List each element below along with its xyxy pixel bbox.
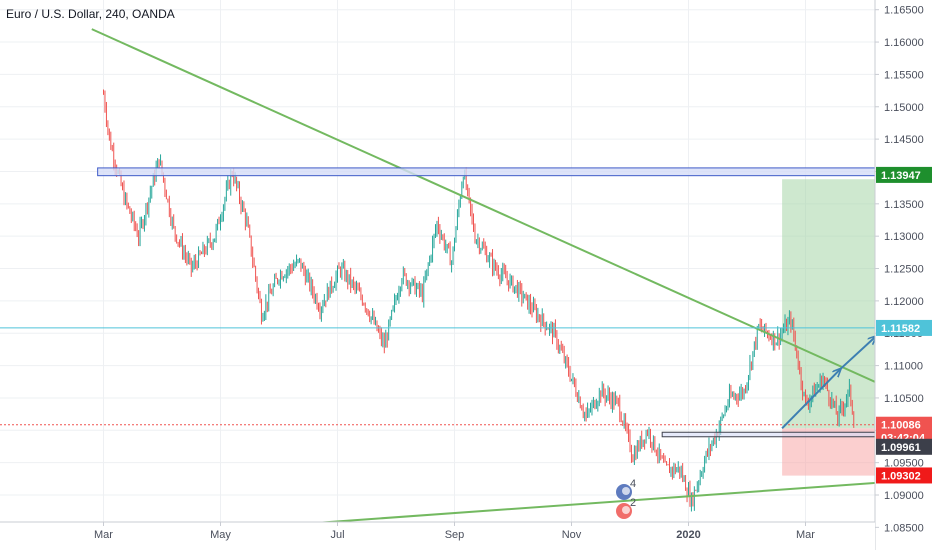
time-axis-bg xyxy=(0,522,875,550)
price-tick-label: 1.12500 xyxy=(884,264,924,276)
time-tick-label: Nov xyxy=(562,529,582,541)
price-tick-label: 1.11000 xyxy=(884,361,923,373)
forecast-arrow[interactable] xyxy=(839,336,876,370)
badge-count: 2 xyxy=(630,497,636,509)
price-tag-label: 1.11582 xyxy=(881,323,920,335)
time-axis: Mar May Jul Sep Nov 2020 Mar xyxy=(0,521,875,550)
price-tick-label: 1.16500 xyxy=(884,5,924,17)
price-tag: 1.09302 xyxy=(876,467,932,484)
chart-title: Euro / U.S. Dollar, 240, OANDA xyxy=(6,7,175,21)
price-tick-label: 1.14500 xyxy=(884,134,924,146)
time-tick-label: May xyxy=(210,529,231,541)
price-tag: 1.09961 xyxy=(876,438,932,455)
time-tick-label: Jul xyxy=(330,529,344,541)
forecast-arrow[interactable] xyxy=(781,369,841,430)
price-tick-label: 1.13500 xyxy=(884,199,924,211)
price-tick-label: 1.12000 xyxy=(884,296,924,308)
time-tick-label: 2020 xyxy=(676,529,700,541)
badge-glyph xyxy=(622,506,630,514)
price-axis: 1.165001.160001.155001.150001.145001.140… xyxy=(874,0,932,550)
time-tick-label: Mar xyxy=(796,529,815,541)
price-tick-label: 1.09500 xyxy=(884,458,924,470)
price-tag-bg xyxy=(876,416,932,433)
price-tick-label: 1.15000 xyxy=(884,102,924,114)
price-tag-bg xyxy=(876,467,932,484)
support-zone[interactable] xyxy=(661,431,932,438)
time-tick-label: Mar xyxy=(94,529,113,541)
price-tag: 1.11582 xyxy=(876,319,932,336)
badge-count: 4 xyxy=(630,478,636,490)
price-tick-label: 1.10500 xyxy=(884,393,924,405)
price-tag-bg xyxy=(876,166,932,183)
price-tag-label: 1.10086 xyxy=(881,420,921,432)
price-axis-bg xyxy=(875,0,932,550)
price-tag-label: 1.09961 xyxy=(881,442,921,454)
price-tag-bg xyxy=(876,438,932,455)
price-tag-label: 1.13947 xyxy=(881,170,921,182)
time-tick-label: Sep xyxy=(445,529,465,541)
price-tag: 1.10086 xyxy=(876,416,932,433)
comment-badge[interactable]: 2 xyxy=(616,497,636,519)
price-tick-label: 1.16000 xyxy=(884,37,924,49)
resistance-zone[interactable] xyxy=(97,167,932,177)
price-tag-label: 1.09302 xyxy=(881,470,921,482)
idea-badge[interactable]: 4 xyxy=(616,478,636,500)
price-tag: 1.13947 xyxy=(876,166,932,183)
price-tick-label: 1.08500 xyxy=(884,522,924,534)
price-tick-label: 1.13000 xyxy=(884,231,924,243)
price-tick-label: 1.09000 xyxy=(884,490,924,502)
price-tick-label: 1.15500 xyxy=(884,69,924,81)
badge-glyph xyxy=(622,487,630,495)
price-tag-bg xyxy=(876,319,932,336)
